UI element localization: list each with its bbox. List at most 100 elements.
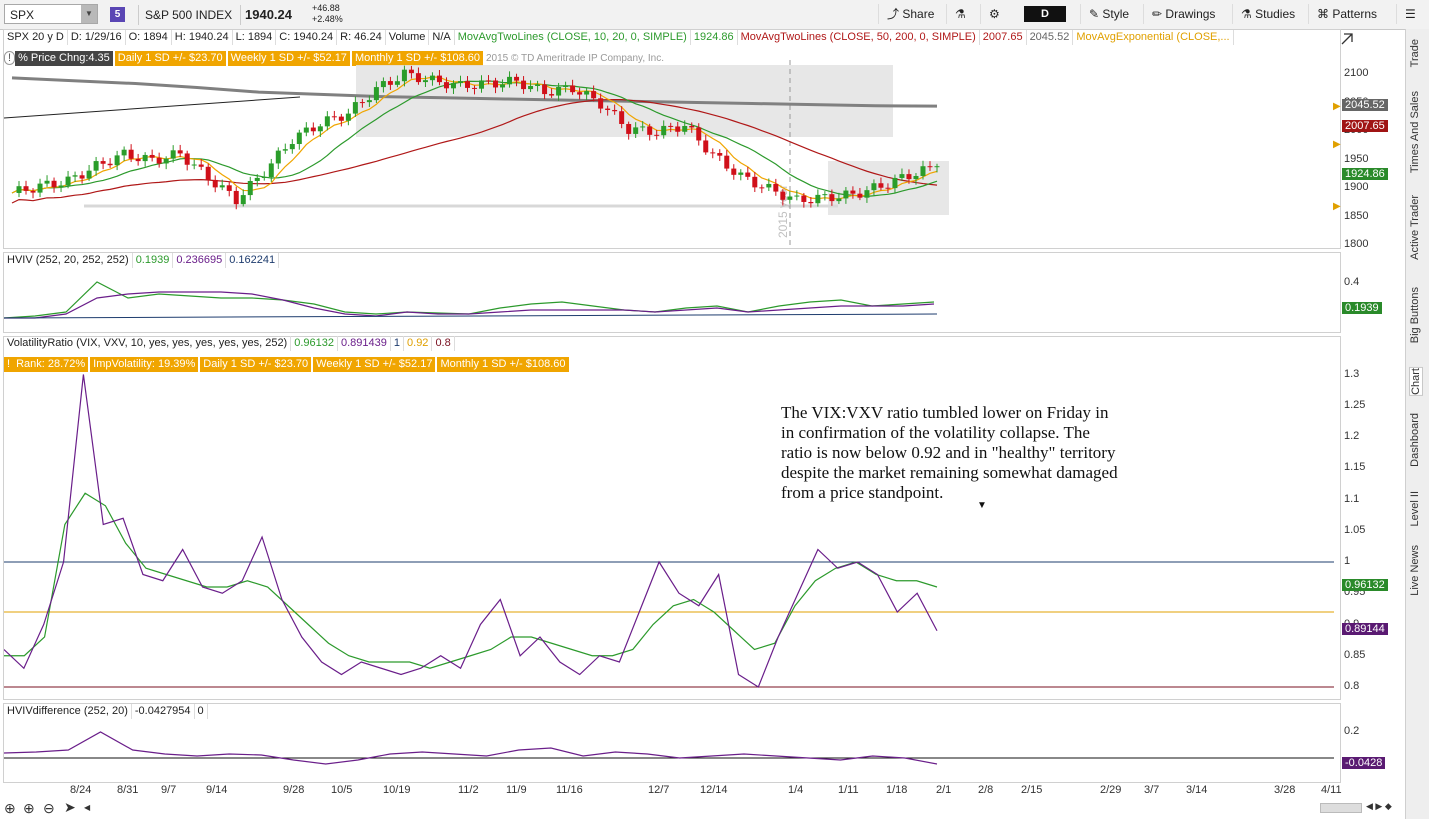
candle: [121, 149, 127, 156]
candle: [37, 183, 43, 193]
x-tick-label: 1/11: [838, 784, 859, 796]
menu-button[interactable]: ☰: [1396, 4, 1424, 24]
price-subheader: !% Price Chng:4.35 Daily 1 SD +/- $23.70 W…: [4, 51, 667, 66]
trend-line: [4, 96, 301, 119]
pencil-icon: ✏: [1152, 7, 1163, 21]
zoom-out-icon[interactable]: ⊖: [43, 800, 55, 816]
tab-times-and-sales[interactable]: Times And Sales: [1409, 91, 1421, 174]
x-tick-label: 3/7: [1144, 784, 1160, 796]
candle: [450, 83, 456, 89]
studies-button[interactable]: ⚗ Studies: [1232, 4, 1303, 24]
candle: [696, 127, 702, 141]
hviv-difference-chart[interactable]: [4, 720, 1339, 780]
candle: [591, 91, 597, 99]
tab-big-buttons[interactable]: Big Buttons: [1409, 287, 1421, 344]
x-tick-label: 12/14: [700, 784, 728, 796]
x-tick-label: 2/15: [1021, 784, 1043, 796]
study-ma-200-value: 2045.52: [1027, 30, 1074, 45]
candle: [689, 125, 695, 128]
x-tick-label: 8/31: [117, 784, 139, 796]
candle: [128, 149, 134, 159]
patterns-button[interactable]: ⌘ Patterns: [1308, 4, 1385, 24]
scroll-left-icon[interactable]: ◀: [84, 803, 91, 812]
zoom-in-icon[interactable]: ⊕: [23, 800, 35, 816]
candle: [436, 75, 442, 83]
candle: [422, 80, 428, 83]
flask-button[interactable]: ⚗: [946, 4, 974, 24]
candle: [331, 116, 337, 118]
hviv-chart[interactable]: [4, 268, 944, 328]
candle: [794, 195, 800, 197]
header-date: D: 1/29/16: [68, 30, 126, 45]
tab-trade[interactable]: Trade: [1409, 39, 1421, 68]
volatility-ratio-panel[interactable]: [3, 336, 1341, 700]
candle: [584, 91, 590, 95]
draw-tool-icon[interactable]: [1338, 30, 1358, 51]
scrollbar-thumb[interactable]: [1320, 803, 1362, 813]
candle: [668, 125, 674, 127]
x-tick-label: 2/8: [978, 784, 994, 796]
study-ma-10-20-value: 1924.86: [691, 30, 738, 45]
candle: [808, 201, 814, 204]
scroll-right-icon[interactable]: ◀ ▶ ◆: [1366, 801, 1392, 811]
hviv-value-2: 0.236695: [173, 253, 227, 268]
x-tick-label: 1/18: [886, 784, 908, 796]
style-button[interactable]: ✎ Style: [1080, 4, 1137, 24]
candle: [619, 111, 625, 124]
study-ma-10-20[interactable]: MovAvgTwoLines (CLOSE, 10, 20, 0, SIMPLE…: [455, 30, 691, 45]
candle: [16, 186, 22, 193]
settings-button[interactable]: ⚙: [980, 4, 1008, 24]
symbol-dropdown-icon[interactable]: ▼: [81, 5, 97, 23]
link-group-badge[interactable]: 5: [110, 7, 125, 22]
candle: [773, 183, 779, 192]
tab-live-news[interactable]: Live News: [1409, 545, 1421, 596]
candle: [640, 126, 646, 128]
candle: [226, 185, 232, 191]
header-high: H: 1940.24: [172, 30, 233, 45]
volatility-ratio-chart[interactable]: [4, 360, 1339, 695]
pointer-icon[interactable]: ➤: [64, 799, 76, 815]
candle: [549, 94, 555, 96]
hviv-difference-panel[interactable]: [3, 703, 1341, 783]
x-tick-label: 3/28: [1274, 784, 1296, 796]
symbol-input[interactable]: SPX ▼: [4, 4, 98, 24]
weekly-sd-label: Weekly 1 SD +/- $52.17: [227, 51, 350, 66]
drawings-button[interactable]: ✏ Drawings: [1143, 4, 1223, 24]
tab-active-trader[interactable]: Active Trader: [1409, 195, 1421, 260]
candle: [801, 195, 807, 202]
study-ma-50-200[interactable]: MovAvgTwoLines (CLOSE, 50, 200, 0, SIMPL…: [738, 30, 980, 45]
hvivd-value: -0.0427954: [132, 704, 195, 719]
vr-study-label[interactable]: VolatilityRatio (VIX, VXV, 10, yes, yes,…: [4, 336, 292, 351]
hviv-study-label[interactable]: HVIV (252, 20, 252, 252): [4, 253, 133, 268]
header-range: R: 46.24: [337, 30, 386, 45]
price-change-label: % Price Chng:4.35: [15, 51, 113, 66]
crosshair-icon[interactable]: ⊕: [4, 800, 16, 816]
annotation-text[interactable]: The VIX:VXV ratio tumbled lower on Frida…: [781, 403, 1118, 503]
x-tick-label: 2/1: [936, 784, 952, 796]
aggregation-period-button[interactable]: D: [1024, 6, 1066, 22]
hviv-header: HVIV (252, 20, 252, 252) 0.1939 0.236695 0.…: [4, 253, 280, 268]
candle: [633, 127, 639, 134]
candle: [703, 140, 709, 153]
candle: [23, 186, 29, 191]
study-ema[interactable]: MovAvgExponential (CLOSE,...: [1073, 30, 1234, 45]
candle: [261, 177, 267, 179]
candle: [556, 86, 562, 96]
candle: [380, 81, 386, 88]
annotation-anchor-icon[interactable]: ▼: [977, 500, 987, 511]
vr-info-icon[interactable]: !: [4, 357, 14, 372]
tab-dashboard[interactable]: Dashboard: [1409, 413, 1421, 467]
share-button[interactable]: ⤴ Share: [878, 4, 942, 24]
tab-level-ii[interactable]: Level II: [1409, 491, 1421, 527]
hvivd-study-label[interactable]: HVIVdifference (252, 20): [4, 704, 132, 719]
marker-arrow-icon: ▶: [1333, 139, 1341, 150]
candle: [500, 84, 506, 88]
candle: [373, 87, 379, 101]
tab-chart[interactable]: Chart: [1409, 367, 1423, 396]
marker-arrow-icon: ▶: [1333, 201, 1341, 212]
info-icon[interactable]: !: [4, 51, 16, 65]
price-chart[interactable]: 2015 year: [4, 60, 1404, 250]
x-tick-label: 10/19: [383, 784, 411, 796]
x-tick-label: 2/29: [1100, 784, 1122, 796]
candle: [717, 153, 723, 156]
